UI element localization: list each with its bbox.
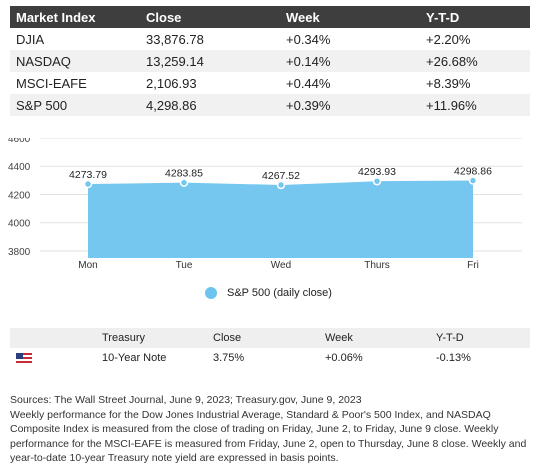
index-name: S&P 500 [10,94,140,116]
market-table-header: Market Index Close Week Y-T-D [10,6,530,28]
data-label: 4293.93 [358,166,396,178]
index-week: +0.39% [280,94,420,116]
x-tick-label: Wed [271,260,291,271]
data-label: 4267.52 [262,170,300,182]
header-treasury: Treasury [98,328,209,348]
index-ytd: +2.20% [426,31,471,47]
y-tick-label: 4400 [8,162,31,173]
index-close: 4,298.86 [140,94,280,116]
data-point [83,179,93,189]
y-tick-label: 4600 [8,138,31,145]
index-week: +0.44% [286,75,331,91]
index-close: 33,876.78 [146,31,204,47]
table-row: 10-Year Note 3.75% +0.06% -0.13% [10,348,530,368]
y-tick-label: 4000 [8,219,31,230]
area-series [88,180,473,258]
treasury-close: 3.75% [213,352,245,364]
legend-swatch [205,287,217,299]
index-ytd: +26.68% [420,50,530,72]
data-point [468,176,478,185]
sp500-area-chart: 3800 4000 4200 4400 4600 4273.79 Mon 4283.85 Tue… [8,138,522,271]
index-week: +0.14% [280,50,420,72]
data-label: 4283.85 [165,168,203,180]
index-ytd: +8.39% [426,75,471,91]
header-week: Week [321,328,432,348]
treasury-table-header: Treasury Close Week Y-T-D [10,328,530,348]
market-index-table: Market Index Close Week Y-T-D DJIA 33,87… [10,6,530,116]
treasury-name: 10-Year Note [102,352,167,364]
table-row: MSCI-EAFE 2,106.93 +0.44% +8.39% [10,72,530,94]
index-name: DJIA [16,31,45,47]
x-tick-label: Tue [176,260,193,271]
index-close: 2,106.93 [146,75,197,91]
treasury-table: Treasury Close Week Y-T-D 10-Year Note 3… [10,328,530,368]
table-row: S&P 500 4,298.86 +0.39% +11.96% [10,94,530,116]
table-row: DJIA 33,876.78 +0.34% +2.20% [10,28,530,50]
header-ytd: Y-T-D [432,328,530,348]
index-name: MSCI-EAFE [16,75,87,91]
treasury-week: +0.06% [325,352,363,364]
sources-text: Sources: The Wall Street Journal, June 9… [10,394,362,406]
index-ytd: +11.96% [420,94,530,116]
y-tick-label: 4200 [8,190,31,201]
legend-label: S&P 500 (daily close) [227,287,332,299]
data-point [372,176,382,186]
data-label: 4298.86 [454,166,492,178]
y-tick-label: 3800 [8,247,31,258]
data-label: 4273.79 [69,169,107,181]
index-week: +0.34% [286,31,331,47]
header-close: Close [209,328,321,348]
header-market-index: Market Index [10,6,140,28]
chart-legend: S&P 500 (daily close) [205,287,332,299]
header-close: Close [140,6,280,28]
x-tick-label: Fri [467,260,479,271]
header-week: Week [280,6,420,28]
header-ytd: Y-T-D [420,6,530,28]
treasury-ytd: -0.13% [436,352,471,364]
x-tick-label: Mon [78,260,97,271]
index-name: NASDAQ [10,50,140,72]
footnotes: Sources: The Wall Street Journal, June 9… [10,393,532,466]
data-point [276,180,286,190]
x-tick-label: Thurs [364,260,390,271]
data-point [179,178,189,187]
header-flag [10,328,98,348]
table-row: NASDAQ 13,259.14 +0.14% +26.68% [10,50,530,72]
us-flag-icon [16,353,32,364]
methodology-text: Weekly performance for the Dow Jones Ind… [10,408,527,465]
index-close: 13,259.14 [140,50,280,72]
